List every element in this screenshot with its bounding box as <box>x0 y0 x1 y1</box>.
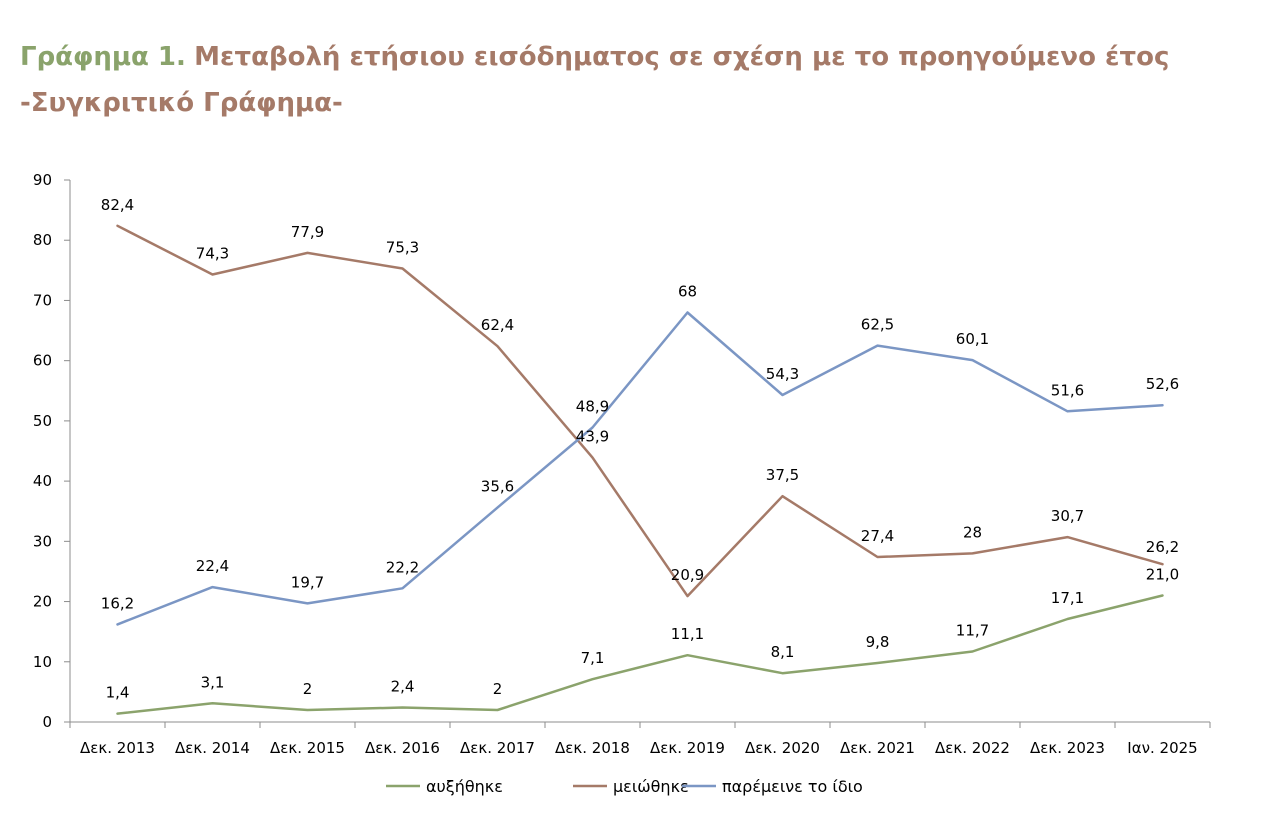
series-line-1 <box>116 594 1164 715</box>
x-tick-label: Δεκ. 2018 <box>555 739 630 757</box>
y-tick-label: 70 <box>33 291 52 309</box>
y-tick-label: 30 <box>33 532 52 550</box>
chart-title: Γράφημα 1. Μεταβολή ετήσιου εισόδηματος … <box>20 34 1240 126</box>
y-tick-label: 0 <box>42 713 52 731</box>
x-tick-label: Δεκ. 2019 <box>650 739 725 757</box>
data-label: 2 <box>493 680 503 698</box>
y-tick-label: 60 <box>33 352 52 370</box>
chart-subtitle: -Συγκριτικό Γράφημα- <box>20 88 343 118</box>
data-label: 62,5 <box>861 316 894 334</box>
data-label: 11,1 <box>671 625 704 643</box>
data-label: 7,1 <box>581 649 605 667</box>
data-label: 37,5 <box>766 466 799 484</box>
y-tick-label: 20 <box>33 593 52 611</box>
data-label: 1,4 <box>106 684 130 702</box>
data-label: 75,3 <box>386 239 419 257</box>
x-tick-label: Δεκ. 2014 <box>175 739 250 757</box>
y-tick-label: 10 <box>33 653 52 671</box>
data-label: 52,6 <box>1146 375 1179 393</box>
data-label: 43,9 <box>576 428 609 446</box>
data-label: 16,2 <box>101 594 134 612</box>
x-tick-label: Δεκ. 2021 <box>840 739 915 757</box>
x-tick-label: Δεκ. 2020 <box>745 739 820 757</box>
data-label: 60,1 <box>956 330 989 348</box>
data-label: 22,4 <box>196 557 229 575</box>
y-tick-label: 80 <box>33 231 52 249</box>
data-label: 82,4 <box>101 196 134 214</box>
legend-label: μειώθηκε <box>613 777 689 796</box>
data-label: 35,6 <box>481 478 514 496</box>
y-tick-label: 50 <box>33 412 52 430</box>
y-tick-label: 40 <box>33 472 52 490</box>
data-label: 11,7 <box>956 622 989 640</box>
data-label: 30,7 <box>1051 507 1084 525</box>
data-label: 17,1 <box>1051 589 1084 607</box>
data-label: 8,1 <box>771 643 795 661</box>
data-label: 74,3 <box>196 245 229 263</box>
data-label: 26,2 <box>1146 538 1179 556</box>
x-tick-label: Ιαν. 2025 <box>1127 739 1197 757</box>
data-label: 21,0 <box>1146 566 1179 584</box>
data-label: 62,4 <box>481 316 514 334</box>
data-label: 19,7 <box>291 573 324 591</box>
data-label: 68 <box>678 282 697 300</box>
legend-label: παρέμεινε το ίδιο <box>722 777 863 796</box>
x-tick-label: Δεκ. 2023 <box>1030 739 1105 757</box>
x-tick-label: Δεκ. 2016 <box>365 739 440 757</box>
data-label: 48,9 <box>576 398 609 416</box>
data-label: 9,8 <box>866 633 890 651</box>
chart-title-prefix: Γράφημα 1. <box>20 42 186 72</box>
x-tick-label: Δεκ. 2013 <box>80 739 155 757</box>
data-label: 2,4 <box>391 678 415 696</box>
data-label: 2 <box>303 680 313 698</box>
chart-title-main: Μεταβολή ετήσιου εισόδηματος σε σχέση με… <box>194 42 1170 72</box>
data-label: 3,1 <box>201 673 225 691</box>
data-label: 20,9 <box>671 566 704 584</box>
data-label: 27,4 <box>861 527 894 545</box>
legend-label: αυξήθηκε <box>426 777 503 796</box>
data-label: 22,2 <box>386 558 419 576</box>
data-label: 28 <box>963 523 982 541</box>
series-line-3 <box>116 311 1164 626</box>
y-tick-label: 90 <box>33 171 52 189</box>
data-label: 51,6 <box>1051 381 1084 399</box>
x-tick-label: Δεκ. 2017 <box>460 739 535 757</box>
data-label: 54,3 <box>766 365 799 383</box>
data-label: 77,9 <box>291 223 324 241</box>
x-tick-label: Δεκ. 2022 <box>935 739 1010 757</box>
x-tick-label: Δεκ. 2015 <box>270 739 345 757</box>
series-line-2 <box>116 224 1164 598</box>
